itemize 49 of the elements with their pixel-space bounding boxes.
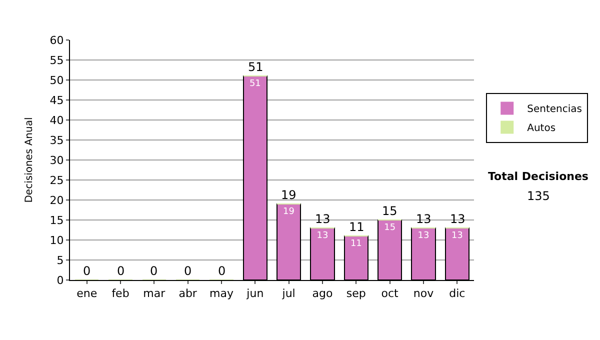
y-tick-label: 35 xyxy=(50,134,64,147)
total-label: 0 xyxy=(218,264,226,278)
total-label: 13 xyxy=(315,212,330,226)
x-tick-label: ene xyxy=(76,287,98,300)
text: Total Decisiones xyxy=(488,170,589,183)
data-label: 11 xyxy=(350,239,362,249)
text: 135 xyxy=(527,189,550,203)
data-label: 19 xyxy=(282,207,295,217)
x-tick-label: may xyxy=(210,287,234,300)
y-tick-label: 30 xyxy=(50,154,64,167)
y-tick-label: 20 xyxy=(50,194,64,207)
data-label: 13 xyxy=(451,231,463,241)
y-tick-label: 25 xyxy=(50,174,64,187)
x-tick-label: nov xyxy=(413,287,434,300)
x-tick-label: mar xyxy=(143,287,166,300)
data-label: 13 xyxy=(418,231,430,241)
x-tick-label: sep xyxy=(346,287,366,300)
y-tick-label: 50 xyxy=(50,74,64,87)
x-tick-label: jun xyxy=(246,287,264,300)
total-label: 13 xyxy=(450,212,466,226)
data-label: 15 xyxy=(384,223,396,233)
total-label: 13 xyxy=(416,212,432,226)
total-label: 15 xyxy=(382,204,398,218)
y-tick-label: 5 xyxy=(56,254,64,267)
total-label: 0 xyxy=(117,264,125,278)
legend-label: Sentencias xyxy=(527,104,582,116)
legend-label: Autos xyxy=(527,123,556,134)
total-label: 0 xyxy=(83,264,91,278)
x-tick-label: feb xyxy=(112,287,130,300)
y-tick-label: 10 xyxy=(50,234,64,247)
x-tick-label: ago xyxy=(312,287,333,300)
y-tick-label: 55 xyxy=(50,54,64,67)
x-tick-label: oct xyxy=(381,287,400,300)
x-tick-label: dic xyxy=(449,287,466,300)
total-label: 11 xyxy=(349,220,364,234)
total-label: 51 xyxy=(248,60,264,74)
total-label: 0 xyxy=(184,264,192,278)
y-tick-label: 60 xyxy=(50,34,64,47)
x-tick-label: abr xyxy=(178,287,198,300)
data-label: 51 xyxy=(249,79,261,89)
y-axis-title: Decisiones Anual xyxy=(24,117,35,203)
data-label: 13 xyxy=(316,231,328,241)
y-tick-label: 15 xyxy=(50,214,64,227)
total-label: 0 xyxy=(150,264,158,278)
x-tick-label: jul xyxy=(281,287,296,300)
total-label: 19 xyxy=(281,188,296,202)
y-tick-label: 45 xyxy=(50,94,64,107)
y-tick-label: 0 xyxy=(56,274,64,287)
y-tick-label: 40 xyxy=(50,114,64,127)
